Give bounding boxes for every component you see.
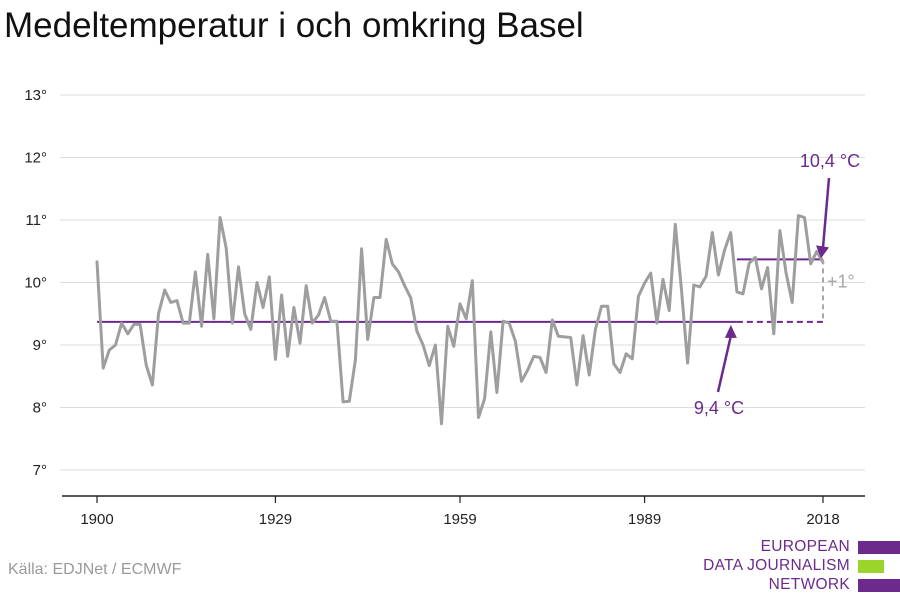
x-tick-label: 1900 bbox=[80, 511, 113, 528]
logo-line-3: NETWORK bbox=[768, 576, 850, 593]
y-tick-label: 9° bbox=[33, 337, 47, 354]
delta-label: +1° bbox=[827, 272, 855, 292]
y-tick-label: 8° bbox=[33, 400, 47, 417]
logo-bar-purple-top bbox=[858, 541, 900, 554]
x-tick-label: 2018 bbox=[806, 511, 839, 528]
y-tick-label: 7° bbox=[33, 462, 47, 479]
x-tick-label: 1929 bbox=[259, 511, 292, 528]
logo-line-2: DATA JOURNALISM bbox=[703, 557, 850, 574]
y-axis-labels: 7° 8° 9° 10° 11° 12° 13° bbox=[24, 87, 47, 479]
x-tick-label: 1989 bbox=[628, 511, 661, 528]
recent-mean-arrow-head bbox=[816, 245, 829, 259]
y-tick-label: 12° bbox=[24, 150, 47, 167]
logo-bar-green bbox=[858, 560, 884, 573]
y-tick-label: 11° bbox=[25, 212, 47, 229]
logo-bar-purple-bottom bbox=[858, 579, 900, 592]
source-note: Källa: EDJNet / ECMWF bbox=[8, 561, 182, 578]
logo-line-1: EUROPEAN bbox=[760, 538, 850, 555]
edjnet-logo: EUROPEAN DATA JOURNALISM NETWORK bbox=[700, 538, 900, 600]
y-tick-label: 10° bbox=[24, 275, 47, 292]
baseline-mean-arrow-head bbox=[724, 324, 737, 338]
recent-mean-arrow-shaft bbox=[821, 177, 831, 248]
recent-mean-label: 10,4 °C bbox=[800, 151, 860, 171]
annotations: +1° 10,4 °C 9,4 °C bbox=[694, 151, 860, 418]
chart-title: Medeltemperatur i och omkring Basel bbox=[4, 6, 584, 45]
x-tick-label: 1959 bbox=[443, 511, 476, 528]
baseline-mean-label: 9,4 °C bbox=[694, 398, 744, 418]
baseline-mean-arrow-shaft bbox=[716, 335, 733, 393]
x-axis: 1900 1929 1959 1989 2018 bbox=[80, 496, 840, 528]
temperature-series-line bbox=[95, 214, 825, 426]
y-tick-label: 13° bbox=[24, 87, 47, 104]
